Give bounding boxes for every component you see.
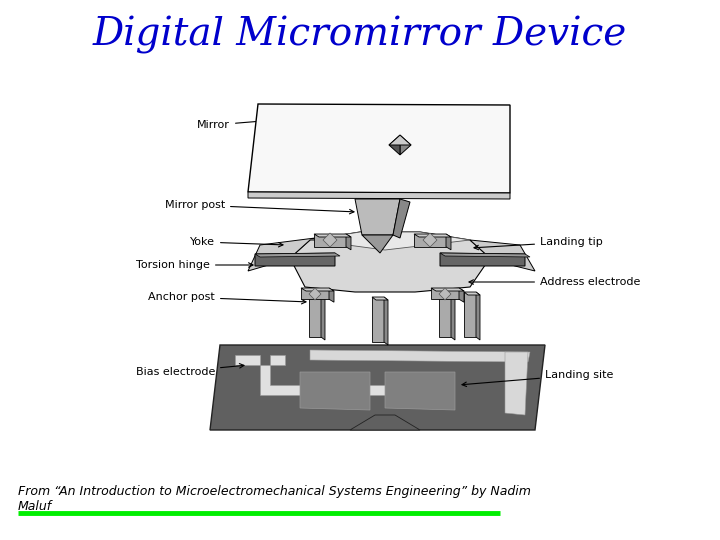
Text: Landing tip: Landing tip bbox=[474, 237, 603, 249]
Text: Anchor post: Anchor post bbox=[148, 292, 306, 304]
Polygon shape bbox=[451, 292, 455, 340]
Text: Mirror: Mirror bbox=[197, 118, 271, 130]
Polygon shape bbox=[431, 288, 464, 291]
Polygon shape bbox=[414, 234, 451, 237]
Polygon shape bbox=[301, 288, 329, 299]
Polygon shape bbox=[350, 415, 420, 430]
Polygon shape bbox=[309, 292, 325, 295]
Polygon shape bbox=[393, 199, 410, 238]
Text: Bias electrode: Bias electrode bbox=[135, 363, 244, 377]
Polygon shape bbox=[309, 292, 321, 337]
Polygon shape bbox=[314, 234, 351, 237]
Polygon shape bbox=[290, 232, 490, 292]
Polygon shape bbox=[505, 352, 528, 415]
Polygon shape bbox=[440, 253, 530, 257]
Polygon shape bbox=[372, 297, 384, 342]
Polygon shape bbox=[314, 234, 346, 247]
Polygon shape bbox=[384, 297, 388, 345]
Polygon shape bbox=[446, 234, 451, 250]
Polygon shape bbox=[255, 253, 335, 266]
Text: Landing site: Landing site bbox=[462, 370, 613, 387]
Polygon shape bbox=[385, 372, 455, 410]
Polygon shape bbox=[309, 288, 321, 300]
Polygon shape bbox=[476, 292, 480, 340]
Text: Torsion hinge: Torsion hinge bbox=[136, 260, 253, 270]
Polygon shape bbox=[355, 199, 400, 235]
Polygon shape bbox=[470, 240, 535, 271]
Polygon shape bbox=[210, 345, 545, 430]
Polygon shape bbox=[300, 372, 370, 410]
Polygon shape bbox=[235, 355, 415, 395]
Polygon shape bbox=[389, 135, 411, 145]
Polygon shape bbox=[459, 288, 464, 302]
Polygon shape bbox=[400, 135, 411, 155]
Polygon shape bbox=[248, 192, 510, 199]
Text: .: . bbox=[553, 233, 557, 247]
Polygon shape bbox=[329, 288, 334, 302]
Polygon shape bbox=[346, 234, 351, 250]
Polygon shape bbox=[414, 234, 446, 247]
Polygon shape bbox=[439, 292, 455, 295]
Polygon shape bbox=[464, 292, 480, 295]
Polygon shape bbox=[389, 135, 400, 155]
Polygon shape bbox=[440, 253, 525, 266]
Polygon shape bbox=[310, 232, 470, 250]
Polygon shape bbox=[439, 288, 451, 300]
Polygon shape bbox=[301, 288, 334, 291]
Polygon shape bbox=[423, 233, 437, 247]
Polygon shape bbox=[321, 292, 325, 340]
Polygon shape bbox=[248, 104, 510, 193]
Text: From “An Introduction to Microelectromechanical Systems Engineering” by Nadim: From “An Introduction to Microelectromec… bbox=[18, 485, 531, 498]
Text: Yoke: Yoke bbox=[190, 237, 283, 247]
Polygon shape bbox=[310, 350, 530, 362]
Polygon shape bbox=[323, 233, 337, 247]
Polygon shape bbox=[248, 238, 315, 271]
Polygon shape bbox=[362, 235, 393, 253]
Text: Address electrode: Address electrode bbox=[469, 277, 640, 287]
Text: Maluf: Maluf bbox=[18, 501, 52, 514]
Polygon shape bbox=[439, 292, 451, 337]
Polygon shape bbox=[255, 253, 340, 257]
Polygon shape bbox=[431, 288, 459, 299]
Polygon shape bbox=[372, 297, 388, 300]
Text: Digital Micromirror Device: Digital Micromirror Device bbox=[93, 16, 627, 54]
Text: Mirror post: Mirror post bbox=[165, 200, 354, 214]
Polygon shape bbox=[464, 292, 476, 337]
